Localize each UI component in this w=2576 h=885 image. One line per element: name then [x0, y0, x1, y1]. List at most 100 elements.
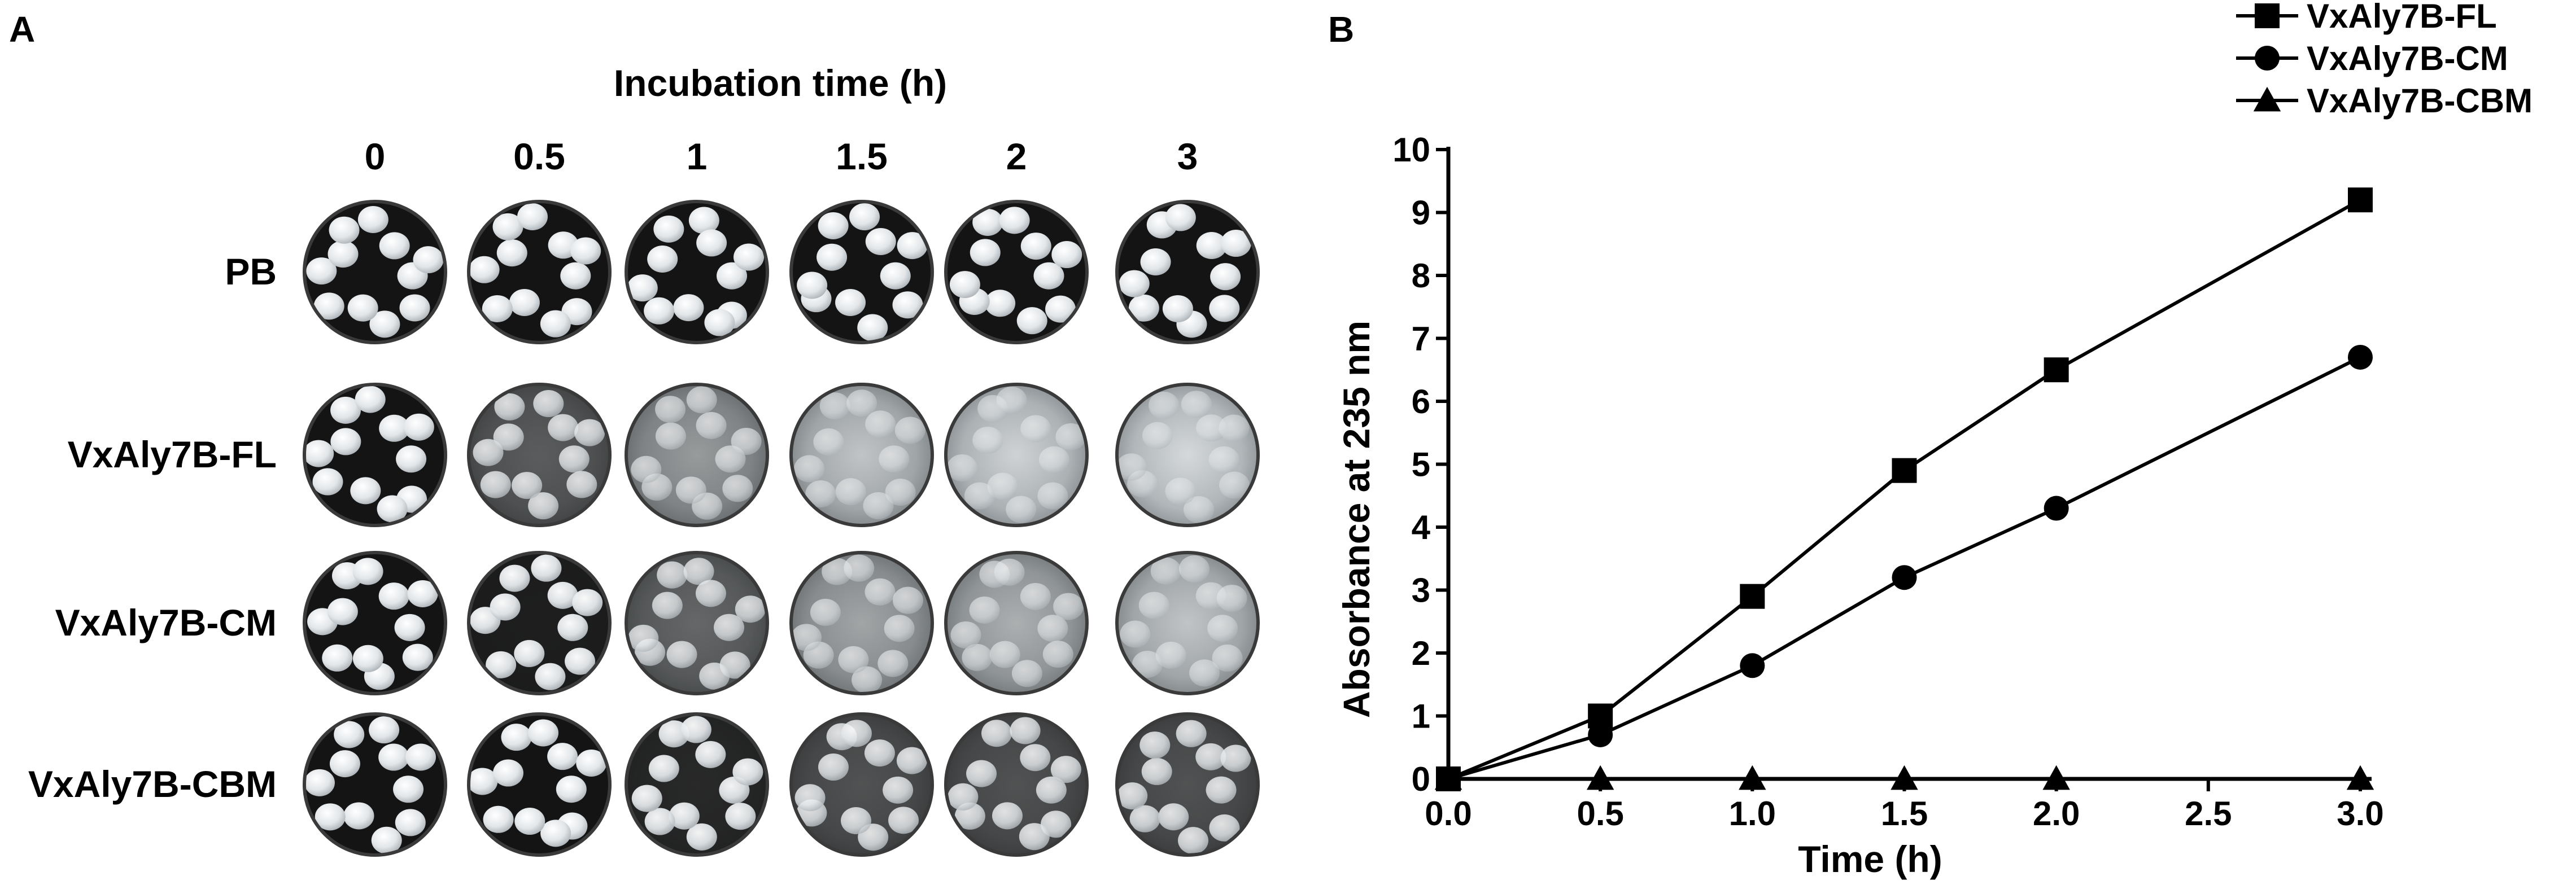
alginate-bead — [696, 411, 727, 439]
alginate-bead — [547, 743, 578, 770]
well-rim — [944, 200, 1089, 344]
y-axis-label: Absorbance at 235 nm — [1335, 321, 1377, 718]
well-rim — [303, 200, 447, 344]
alginate-bead — [1165, 204, 1196, 231]
alginate-bead — [313, 292, 344, 320]
alginate-bead — [1020, 415, 1051, 442]
alginate-bead — [492, 213, 523, 240]
alginate-bead — [949, 271, 980, 299]
alginate-bead — [1216, 584, 1247, 612]
alginate-bead — [394, 614, 425, 641]
alginate-bead — [379, 232, 410, 260]
alginate-bead — [1210, 263, 1241, 291]
legend-entry: VxAly7B-CM — [2236, 40, 2508, 77]
well — [944, 551, 1089, 695]
data-point — [1892, 458, 1917, 483]
series-VxAly7B-CM — [1436, 344, 2373, 791]
alginate-bead — [371, 826, 402, 854]
alginate-bead — [969, 596, 1000, 624]
alginate-bead — [540, 310, 571, 338]
well-rim — [303, 383, 447, 527]
alginate-bead — [1141, 757, 1172, 785]
alginate-bead — [1184, 496, 1215, 523]
alginate-bead — [1219, 414, 1250, 442]
well — [789, 200, 934, 344]
well-rim — [789, 712, 934, 857]
alginate-bead — [865, 227, 896, 255]
alginate-bead — [1142, 422, 1173, 449]
alginate-bead — [946, 454, 977, 481]
alginate-bead — [627, 274, 658, 302]
alginate-bead — [1119, 270, 1150, 297]
alginate-bead — [666, 641, 697, 668]
alginate-bead — [680, 716, 711, 743]
alginate-bead — [548, 414, 579, 441]
alginate-bead — [574, 419, 605, 446]
alginate-bead — [1006, 496, 1037, 523]
legend-label: VxAly7B-FL — [2307, 0, 2497, 35]
alginate-bead — [675, 476, 706, 504]
well — [1115, 383, 1260, 527]
series-VxAly7B-FL — [1436, 187, 2373, 791]
treatment-row-label: VxAly7B-FL — [68, 433, 277, 475]
alginate-bead — [1055, 423, 1086, 450]
y-tick-label: 10 — [1392, 131, 1430, 169]
panel-b-chart: B 0 1 2 3 4 5 6 7 8 9 10 0.0 0.5 1.0 1.5 2.0 2.5 3.0 VxAl… — [1328, 0, 2533, 880]
alginate-bead — [1117, 453, 1147, 481]
alginate-bead — [576, 749, 607, 777]
alginate-bead — [885, 479, 916, 506]
alginate-bead — [413, 246, 444, 274]
alginate-bead — [528, 492, 559, 520]
alginate-bead — [1178, 827, 1209, 855]
series-VxAly7B-CBM — [1434, 765, 2374, 790]
y-tick-label: 8 — [1412, 257, 1430, 295]
series-line — [1447, 198, 2361, 781]
alginate-bead — [306, 257, 337, 285]
alginate-bead — [565, 647, 596, 675]
alginate-bead — [857, 314, 888, 341]
alginate-bead — [883, 776, 914, 804]
alginate-bead — [355, 385, 386, 413]
legend-marker — [2255, 46, 2280, 71]
x-tick-label: 2.5 — [2185, 795, 2232, 833]
data-point — [2348, 187, 2373, 213]
well — [1115, 712, 1260, 857]
alginate-bead — [647, 245, 678, 273]
alginate-bead — [560, 262, 591, 290]
well-rim — [944, 383, 1089, 527]
alginate-bead — [572, 589, 603, 616]
alginate-bead — [962, 643, 993, 671]
alginate-bead — [1207, 615, 1238, 642]
well-rim — [1115, 200, 1260, 344]
well — [303, 200, 447, 344]
alginate-bead — [1139, 731, 1171, 759]
alginate-bead — [393, 776, 424, 803]
well — [1115, 551, 1260, 695]
treatment-row-label: PB — [225, 251, 277, 292]
alginate-bead — [880, 262, 911, 290]
alginate-bead — [1195, 743, 1226, 770]
alginate-bead — [566, 471, 597, 498]
alginate-bead — [533, 390, 564, 418]
legend-label: VxAly7B-CM — [2307, 40, 2508, 77]
alginate-bead — [1155, 641, 1186, 669]
alginate-bead — [501, 724, 532, 751]
alginate-bead — [628, 624, 659, 652]
alginate-bead — [1037, 482, 1068, 510]
alginate-bead — [1128, 294, 1159, 322]
alginate-bead — [948, 783, 979, 810]
alginate-bead — [347, 294, 378, 322]
alginate-bead — [473, 439, 504, 466]
alginate-bead — [669, 802, 700, 830]
alginate-bead — [688, 207, 719, 234]
alginate-bead — [377, 495, 408, 523]
alginate-bead — [1138, 592, 1169, 619]
alginate-bead — [673, 294, 704, 322]
x-tick-label: 0.0 — [1425, 795, 1472, 833]
alginate-bead — [514, 639, 545, 667]
well — [789, 712, 934, 857]
data-point — [1586, 765, 1614, 790]
legend-entry: VxAly7B-CBM — [2236, 82, 2533, 120]
well — [944, 712, 1089, 857]
